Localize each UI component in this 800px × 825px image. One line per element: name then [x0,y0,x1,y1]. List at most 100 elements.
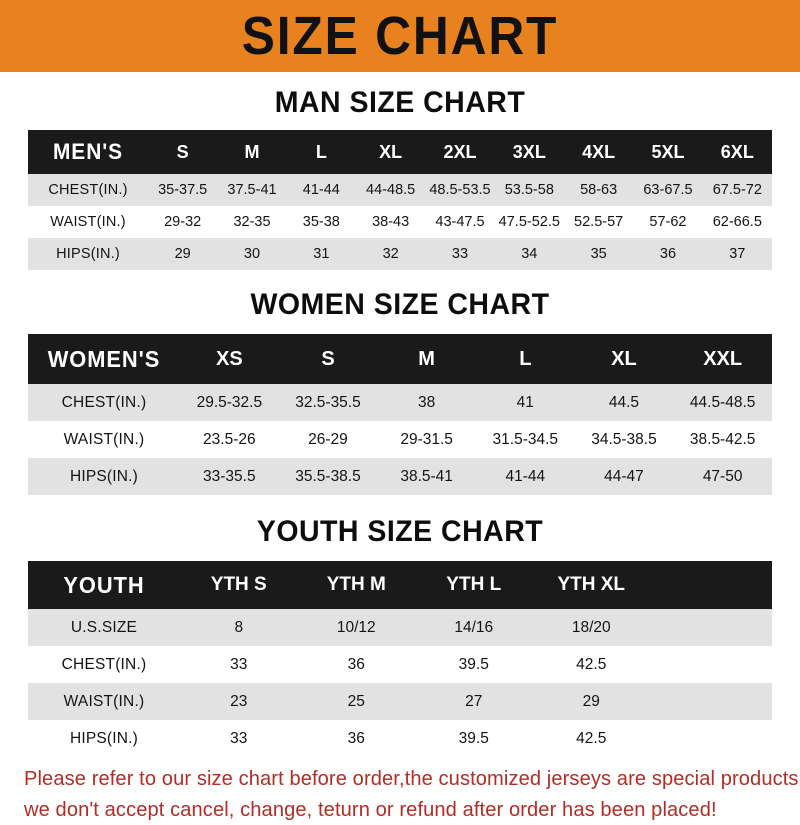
youth-section-title: YOUTH SIZE CHART [256,515,544,548]
youth-header-label: YOUTH [63,571,145,598]
men-size-chart-section: MAN SIZE CHART MEN'S S M L XL 2XL 3XL 4X… [0,72,800,270]
youth-row-spacer [650,720,772,757]
women-chest-m: 38 [418,393,436,411]
youth-size-chart-section: YOUTH SIZE CHART YOUTH YTH S YTH M YTH L… [0,495,800,757]
page-title: SIZE CHART [241,6,559,66]
men-hips-m: 30 [243,246,261,262]
men-hips-s: 29 [174,246,191,262]
women-waist-xs: 23.5-26 [203,430,256,448]
men-size-header-xl: XL [379,141,403,162]
size-chart-banner: SIZE CHART [0,0,800,72]
men-chest-l: 41-44 [302,182,340,198]
youth-waist-l: 27 [465,692,483,710]
women-hips-xs: 33-35.5 [203,467,256,485]
men-row-label-chest: CHEST(IN.) [48,182,128,198]
women-chest-xxl: 44.5-48.5 [689,393,756,411]
men-waist-s: 29-32 [164,214,202,230]
table-row: WAIST(IN.) 23.5-26 26-29 29-31.5 31.5-34… [28,421,772,458]
women-header-label: WOMEN'S [47,345,161,372]
youth-table-body: YOUTH YTH S YTH M YTH L YTH XL U.S.SIZE … [28,561,772,757]
youth-size-header-xl: YTH XL [557,574,626,595]
table-row: WAIST(IN.) 23 25 27 29 [28,683,772,720]
men-header-label: MEN'S [52,139,124,164]
youth-chest-m: 36 [347,655,365,673]
men-chest-2xl: 48.5-53.5 [429,182,491,198]
women-chest-xl: 44.5 [608,393,640,411]
men-hips-4xl: 35 [590,246,607,262]
women-waist-s: 26-29 [308,430,348,448]
women-row-label-hips: HIPS(IN.) [69,467,139,485]
men-size-header-m: M [244,141,260,162]
men-hips-xl: 32 [382,246,399,262]
youth-waist-xl: 29 [582,692,600,710]
youth-us-size-xl: 18/20 [571,618,611,636]
youth-table-header-row: YOUTH YTH S YTH M YTH L YTH XL [28,561,772,609]
youth-size-header-s: YTH S [210,574,267,595]
table-row: HIPS(IN.) 33 36 39.5 42.5 [28,720,772,757]
disclaimer-footer: Please refer to our size chart before or… [0,757,800,825]
youth-waist-s: 23 [230,692,248,710]
youth-hips-l: 39.5 [458,729,489,747]
youth-us-size-s: 8 [234,618,244,636]
women-waist-l: 31.5-34.5 [492,430,559,448]
youth-chest-l: 39.5 [458,655,489,673]
women-size-header-xxl: XXL [703,347,743,370]
men-chest-s: 35-37.5 [158,182,208,198]
men-hips-l: 31 [313,246,330,262]
women-size-chart-section: WOMEN SIZE CHART WOMEN'S XS S M L XL XXL… [0,270,800,495]
women-size-header-l: L [519,347,532,370]
youth-row-label-waist: WAIST(IN.) [63,692,145,710]
youth-row-spacer [650,609,772,646]
women-chest-xs: 29.5-32.5 [196,393,263,411]
youth-row-label-hips: HIPS(IN.) [69,729,139,747]
table-row: CHEST(IN.) 35-37.5 37.5-41 41-44 44-48.5… [28,174,772,206]
men-waist-6xl: 62-66.5 [712,214,762,230]
women-table-body: WOMEN'S XS S M L XL XXL CHEST(IN.) 29.5-… [28,334,772,495]
youth-chest-xl: 42.5 [576,655,607,673]
men-waist-4xl: 52.5-57 [574,214,624,230]
table-row: HIPS(IN.) 29 30 31 32 33 34 35 36 37 [28,238,772,270]
disclaimer-line-1: Please refer to our size chart before or… [24,767,800,790]
men-waist-l: 35-38 [302,214,340,230]
youth-hips-m: 36 [347,729,365,747]
men-row-label-hips: HIPS(IN.) [56,246,120,262]
women-table-header-row: WOMEN'S XS S M L XL XXL [28,334,772,384]
table-row: WAIST(IN.) 29-32 32-35 35-38 38-43 43-47… [28,206,772,238]
men-section-title: MAN SIZE CHART [274,86,526,119]
men-hips-5xl: 36 [659,246,677,262]
men-chest-m: 37.5-41 [227,182,277,198]
women-size-header-m: M [418,347,435,370]
men-size-header-l: L [315,141,327,162]
youth-row-spacer [650,646,772,683]
men-waist-3xl: 47.5-52.5 [498,214,560,230]
women-chest-l: 41 [516,393,534,411]
women-waist-xxl: 38.5-42.5 [689,430,756,448]
men-row-label-waist: WAIST(IN.) [50,214,126,230]
youth-us-size-l: 14/16 [454,618,494,636]
women-waist-xl: 34.5-38.5 [591,430,657,448]
men-size-table: MEN'S S M L XL 2XL 3XL 4XL 5XL 6XL CHEST… [28,130,772,270]
men-chest-5xl: 63-67.5 [643,182,693,198]
women-size-header-s: S [321,347,335,370]
table-row: U.S.SIZE 8 10/12 14/16 18/20 [28,609,772,646]
women-hips-xxl: 47-50 [702,467,743,485]
men-waist-2xl: 43-47.5 [435,214,485,230]
youth-us-size-m: 10/12 [336,618,376,636]
men-size-header-6xl: 6XL [720,141,754,162]
youth-waist-m: 25 [347,692,365,710]
youth-row-label-us-size: U.S.SIZE [70,618,138,636]
men-size-header-2xl: 2XL [443,141,477,162]
youth-size-header-l: YTH L [446,574,502,595]
men-chest-6xl: 67.5-72 [712,182,762,198]
youth-size-header-m: YTH M [326,574,386,595]
youth-chest-s: 33 [230,655,248,673]
youth-size-table: YOUTH YTH S YTH M YTH L YTH XL U.S.SIZE … [28,561,772,757]
disclaimer-line-2: we don't accept cancel, change, teturn o… [24,798,717,821]
men-size-header-4xl: 4XL [582,141,616,162]
men-hips-2xl: 33 [451,246,469,262]
table-row: CHEST(IN.) 29.5-32.5 32.5-35.5 38 41 44.… [28,384,772,421]
women-size-table: WOMEN'S XS S M L XL XXL CHEST(IN.) 29.5-… [28,334,772,495]
women-hips-s: 35.5-38.5 [295,467,361,485]
men-size-header-5xl: 5XL [651,141,685,162]
men-hips-3xl: 34 [521,246,538,262]
